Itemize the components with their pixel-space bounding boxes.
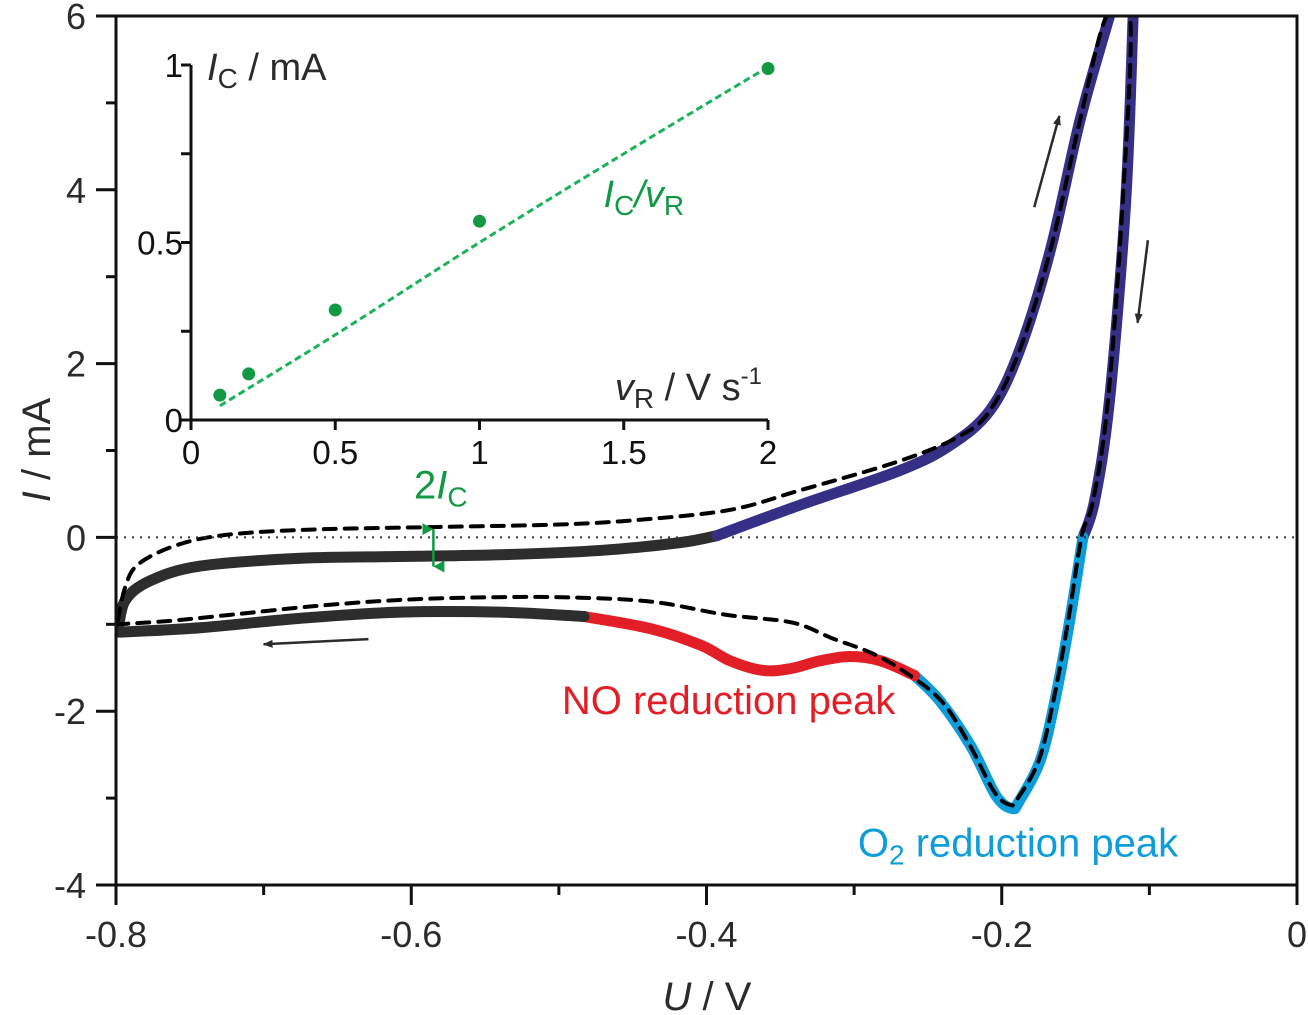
inset-data-point [242,367,256,381]
inset-y-axis-title: IC / mA [207,47,327,94]
x-tick-label: -0.4 [675,914,737,955]
inset-data-point [761,62,775,76]
y-tick-label: 6 [66,0,86,37]
inset-y-tick-label: 1 [165,47,183,84]
NO-reduction-peak-label: NO reduction peak [562,679,897,723]
fit-line-label: IC/vR [604,174,685,221]
series-solid-baseline-forward [116,530,723,638]
inset-y-tick-label: 0.5 [137,225,183,262]
y-tick-label: 4 [66,170,86,211]
inset-x-tick-label: 0 [182,434,200,471]
double-capacitive-current-label: 2IC [414,463,468,512]
main-axis-ticks: -4 -2 0 2 4 6 -0.8 -0.6 -0.4 -0.2 0 [54,0,1307,955]
x-tick-label: -0.2 [971,914,1033,955]
y-axis-title: I / mA [15,397,59,502]
y-tick-label: -2 [54,691,86,732]
sweep-arrow-cathodic [262,637,369,648]
series-dashed-reference [116,16,1133,808]
inset-x-tick-label: 2 [759,434,777,471]
inset-axes: 0 0.5 1 0 0.5 1 1.5 2 [137,47,777,471]
series-solid-NO-reduction [578,610,921,682]
inset-y-tick-label: 0 [165,402,183,439]
main-series-group [116,16,1139,815]
y-tick-label: -4 [54,865,86,906]
inset-data-point [213,388,227,402]
inset-data-point [328,303,342,317]
main-annotations [262,114,1150,648]
O2-reduction-peak-label: O2 reduction peak [858,821,1179,870]
sweep-arrow-down [1134,240,1150,324]
inset-x-axis-title: vR / V s-1 [615,363,762,414]
inset-data-point [473,214,486,228]
series-solid-baseline-return [116,605,590,638]
main-plot: -4 -2 0 2 4 6 -0.8 -0.6 -0.4 -0.2 0 U / V I / mA 2… [15,0,1307,1015]
x-tick-label: 0 [1287,914,1307,955]
inset-x-tick-label: 1.5 [601,434,647,471]
y-tick-label: 2 [66,344,86,385]
inset-series-group [213,62,775,408]
y-tick-label: 0 [66,517,86,558]
inset-plot: 0 0.5 1 0 0.5 1 1.5 2 IC / mA vR / V s-1 IC/vR [137,47,777,471]
sweep-arrow-anodic-up [1033,114,1061,208]
main-plot-frame [114,14,1299,887]
series-solid-O2-reduction [909,531,1089,815]
inset-x-tick-label: 1 [470,434,488,471]
inset-x-tick-label: 0.5 [312,434,358,471]
x-axis-title: U / V [663,975,752,1015]
inset-fit-line [219,65,771,408]
x-tick-label: -0.6 [380,914,442,955]
x-tick-label: -0.8 [85,914,147,955]
